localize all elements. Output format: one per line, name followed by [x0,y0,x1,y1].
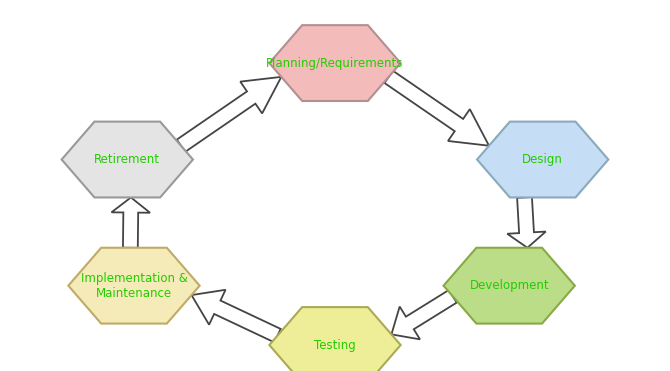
Text: Design: Design [522,153,563,166]
Polygon shape [269,307,401,371]
Polygon shape [385,71,489,146]
Polygon shape [68,248,200,324]
Polygon shape [62,122,193,197]
Text: Testing: Testing [314,338,356,352]
Polygon shape [391,290,457,339]
Polygon shape [192,290,281,342]
Polygon shape [507,197,546,248]
Polygon shape [444,248,575,324]
Text: Planning/Requirements: Planning/Requirements [266,56,404,70]
Polygon shape [269,25,401,101]
Polygon shape [177,77,281,152]
Text: Implementation &
Maintenance: Implementation & Maintenance [80,272,188,300]
Text: Development: Development [470,279,549,292]
Polygon shape [477,122,608,197]
Text: Retirement: Retirement [94,153,160,166]
Polygon shape [111,197,150,248]
